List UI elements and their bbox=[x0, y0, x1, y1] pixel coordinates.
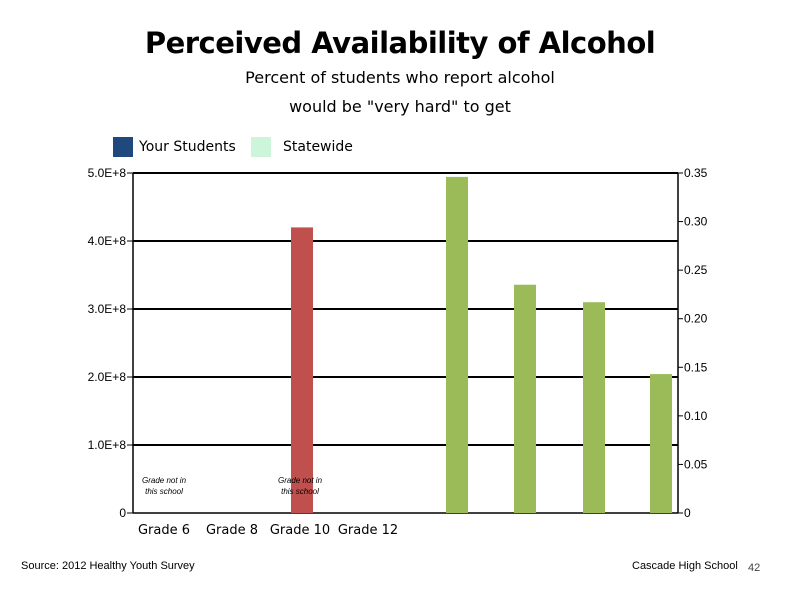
right-axis-tick-label: 0.30 bbox=[684, 215, 708, 229]
green-bar-1 bbox=[446, 176, 468, 513]
left-axis-tick-label: 3.0E+8 bbox=[88, 302, 127, 316]
legend-item-your-students: Your Students bbox=[113, 136, 236, 157]
right-axis-tick-label: 0.05 bbox=[684, 457, 708, 471]
green-bar-4 bbox=[650, 374, 672, 513]
annotation-line2: this school bbox=[281, 487, 319, 496]
legend-swatch-statewide bbox=[251, 136, 271, 157]
chart-title: Perceived Availability of Alcohol bbox=[144, 26, 656, 60]
x-axis-category-label: Grade 12 bbox=[338, 523, 398, 538]
page-number: 42 bbox=[748, 562, 761, 574]
x-axis-category-label: Grade 6 bbox=[138, 523, 190, 538]
green-bar-3 bbox=[583, 302, 605, 513]
right-axis-tick-label: 0.15 bbox=[684, 360, 708, 374]
right-axis-tick-label: 0 bbox=[684, 506, 691, 520]
x-axis-category-label: Grade 10 bbox=[270, 523, 330, 538]
left-axis-tick-label: 0 bbox=[119, 506, 126, 520]
annotation-line1: Grade not in bbox=[278, 476, 323, 485]
legend-item-statewide: Statewide bbox=[251, 136, 353, 157]
legend-label-statewide: Statewide bbox=[283, 138, 353, 155]
annotation-line2: this school bbox=[145, 487, 183, 496]
chart-subtitle-line1: Percent of students who report alcohol bbox=[245, 68, 555, 87]
red-bar bbox=[291, 227, 313, 513]
right-axis-tick-label: 0.20 bbox=[684, 312, 708, 326]
footer-school: Cascade High School bbox=[632, 560, 738, 572]
left-axis-tick-label: 5.0E+8 bbox=[88, 166, 127, 180]
right-axis-tick-label: 0.35 bbox=[684, 166, 708, 180]
legend-swatch-your-students bbox=[113, 136, 133, 157]
legend-label-your-students: Your Students bbox=[139, 138, 236, 155]
footer-source: Source: 2012 Healthy Youth Survey bbox=[21, 560, 195, 572]
green-bar-2 bbox=[514, 284, 536, 513]
x-axis-category-label: Grade 8 bbox=[206, 523, 258, 538]
left-axis-tick-label: 1.0E+8 bbox=[88, 438, 127, 452]
right-axis-tick-label: 0.10 bbox=[684, 409, 708, 423]
left-axis-tick-label: 2.0E+8 bbox=[88, 370, 127, 384]
right-axis-tick-label: 0.25 bbox=[684, 263, 708, 277]
annotation-line1: Grade not in bbox=[142, 476, 187, 485]
left-axis-tick-label: 4.0E+8 bbox=[88, 234, 127, 248]
chart-subtitle-line2: would be "very hard" to get bbox=[289, 97, 511, 116]
